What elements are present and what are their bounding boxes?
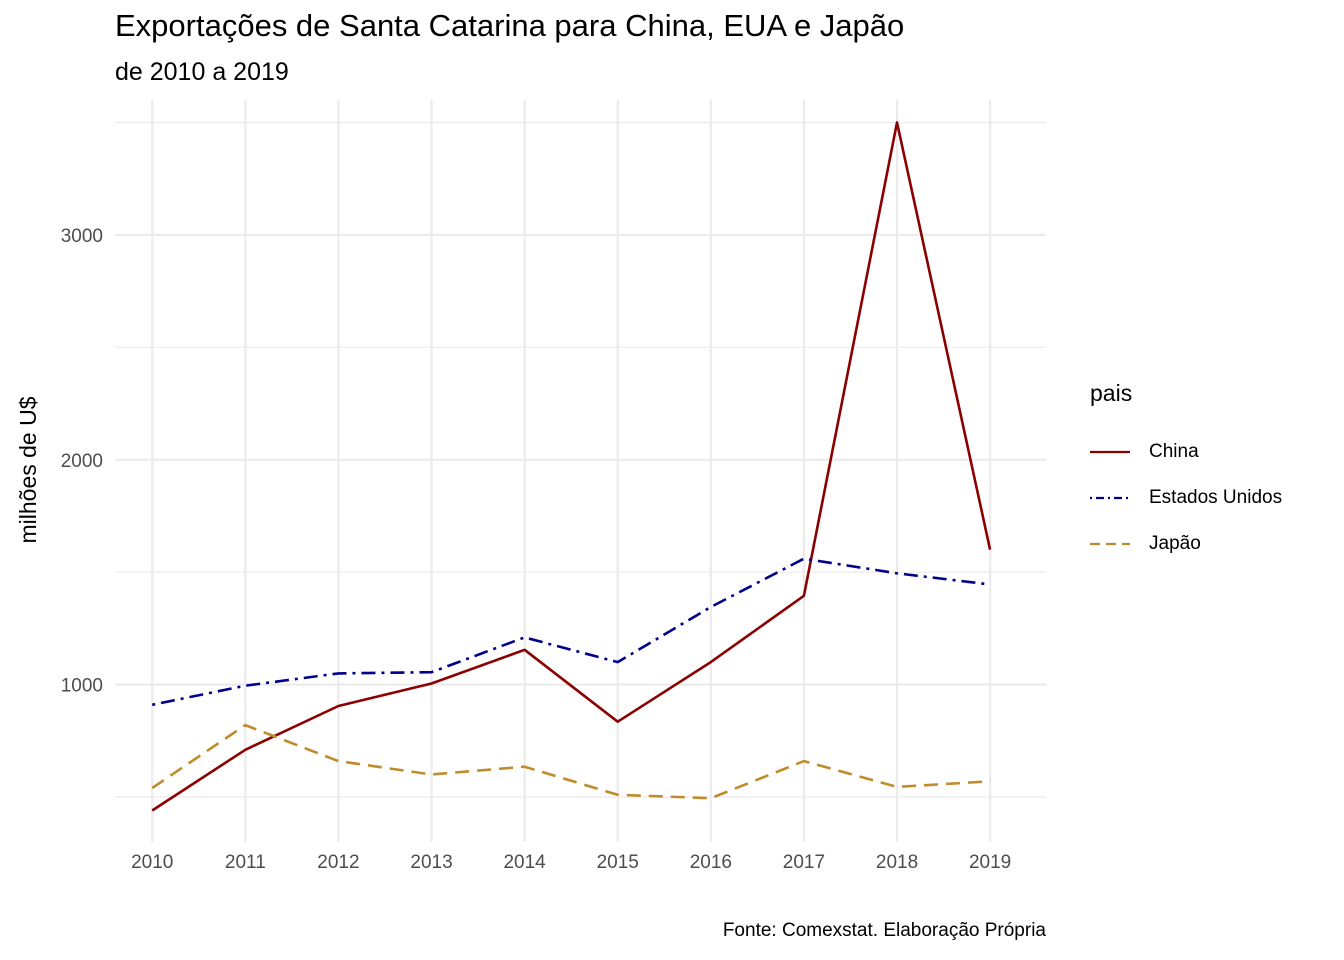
legend-item-china: China [1090, 429, 1282, 475]
legend: pais China Estados Unidos Japão [1090, 380, 1282, 567]
series-line-japao [151, 723, 991, 800]
legend-key-japao [1090, 542, 1130, 546]
x-tick-label: 2016 [690, 852, 732, 873]
y-tick-label: 3000 [61, 226, 103, 247]
grid-minor [115, 121, 1046, 798]
chart-subtitle: de 2010 a 2019 [115, 58, 289, 86]
series-line-china [151, 121, 992, 812]
series-line-estados-unidos [151, 557, 991, 707]
legend-label-china: China [1149, 441, 1199, 462]
legend-title: pais [1090, 380, 1133, 406]
x-tick-label: 2015 [597, 852, 639, 873]
y-tick-label: 2000 [61, 451, 103, 472]
grid-major [115, 100, 1046, 842]
x-tick-label: 2019 [969, 852, 1011, 873]
legend-item-japao: Japão [1090, 521, 1282, 567]
x-tick-label: 2017 [783, 852, 825, 873]
legend-key-estados-unidos [1090, 496, 1130, 500]
legend-label-estados-unidos: Estados Unidos [1149, 487, 1283, 508]
x-tick-label: 2013 [410, 852, 452, 873]
y-axis-ticks: 1000 2000 3000 [61, 226, 103, 697]
x-tick-label: 2010 [131, 852, 173, 873]
x-tick-label: 2018 [876, 852, 918, 873]
legend-item-estados-unidos: Estados Unidos [1090, 475, 1282, 521]
series-layer [151, 121, 992, 812]
y-axis-label: milhões de U$ [15, 396, 41, 543]
chart-caption: Fonte: Comexstat. Elaboração Própria [722, 920, 1046, 941]
x-axis-ticks: 2010 2011 2012 2013 2014 2015 2016 2017 2018 2019 [131, 852, 1011, 873]
y-tick-label: 1000 [61, 676, 103, 697]
x-tick-label: 2011 [225, 852, 266, 873]
chart-title: Exportações de Santa Catarina para China… [115, 8, 905, 43]
legend-label-japao: Japão [1149, 533, 1201, 554]
x-tick-label: 2014 [503, 852, 546, 873]
legend-key-china [1090, 450, 1130, 454]
x-tick-label: 2012 [317, 852, 359, 873]
